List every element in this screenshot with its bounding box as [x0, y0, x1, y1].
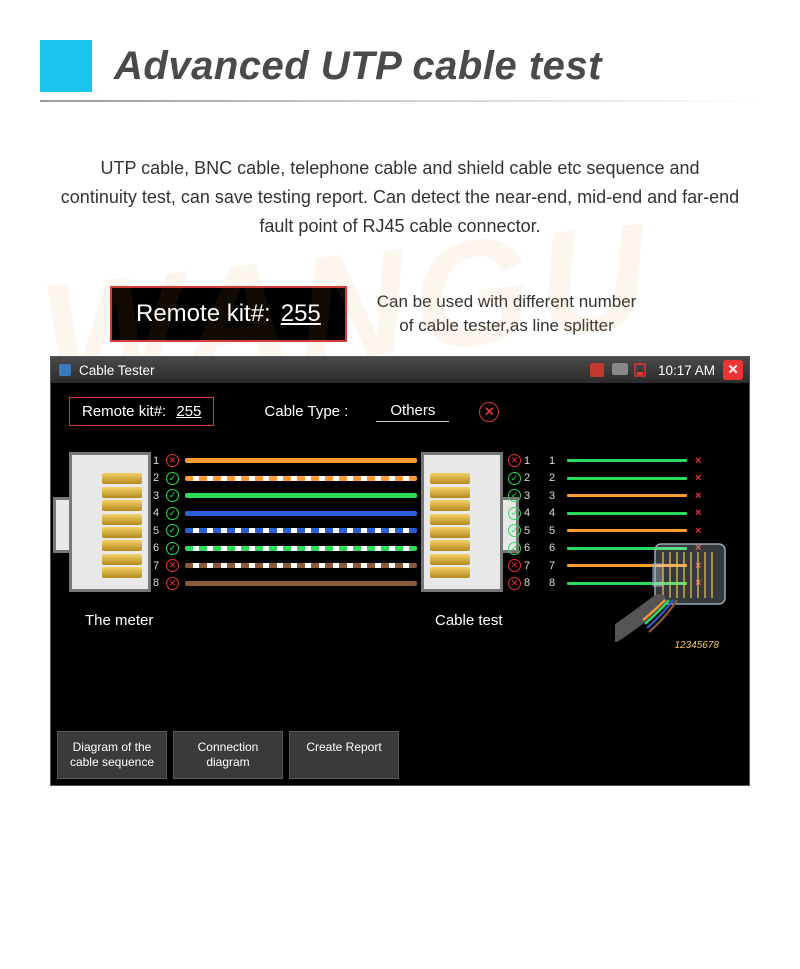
wire-segment [185, 575, 417, 592]
cable-test-label: Cable test [435, 612, 503, 629]
sd-card-icon [590, 363, 606, 377]
wire-row: 2 ✓ [153, 470, 183, 487]
wire-row: 3 ✓ [153, 487, 183, 504]
wire-row-right: ✕ 1 [505, 452, 545, 469]
network-icon [612, 363, 628, 377]
remote-kit-label: Remote kit#: [136, 300, 271, 328]
wire-row-right: ✓ 5 [505, 522, 545, 539]
remote-kit-field[interactable]: Remote kit#: 255 [69, 397, 214, 426]
remote-kit-callout-box: Remote kit#: 255 [110, 286, 347, 342]
wire-row: 4 ✓ [153, 505, 183, 522]
close-button[interactable]: ✕ [723, 360, 743, 380]
clear-cable-type-button[interactable]: ✕ [479, 402, 499, 422]
app-icon [57, 362, 73, 378]
wire-segment [185, 522, 417, 539]
connection-diagram-button[interactable]: Connection diagram [173, 731, 283, 779]
wire-row-right: ✓ 3 [505, 487, 545, 504]
device-screenshot: Cable Tester 10:17 AM ✕ Remote kit#: 255… [50, 356, 750, 786]
test-jack [421, 452, 503, 592]
wire-row-right: ✓ 4 [505, 505, 545, 522]
wiring-diagram: 1 ✕ 2 ✓ 3 ✓ 4 ✓ 5 ✓ 6 ✓ 7 ✕ 8 ✕ [51, 436, 749, 696]
window-title: Cable Tester [79, 363, 155, 378]
callout-description: Can be used with different number of cab… [377, 290, 637, 338]
page-title: Advanced UTP cable test [114, 44, 602, 89]
result-row: 4 × [549, 505, 701, 522]
diagram-sequence-button[interactable]: Diagram of the cable sequence [57, 731, 167, 779]
cable-type-label: Cable Type : [264, 403, 348, 420]
header-underline [40, 100, 760, 102]
result-row: 2 × [549, 470, 701, 487]
cable-type-select[interactable]: Others [376, 402, 449, 422]
wire-row: 8 ✕ [153, 575, 183, 592]
wire-row-right: ✕ 8 [505, 575, 545, 592]
wire-row: 5 ✓ [153, 522, 183, 539]
result-row: 3 × [549, 487, 701, 504]
wire-row-right: ✕ 7 [505, 557, 545, 574]
wire-segment [185, 470, 417, 487]
remote-kit-value: 255 [281, 300, 321, 328]
create-report-button[interactable]: Create Report [289, 731, 399, 779]
meter-label: The meter [85, 612, 153, 629]
window-titlebar: Cable Tester 10:17 AM ✕ [51, 357, 749, 383]
wire-row-right: ✓ 6 [505, 540, 545, 557]
wire-segment [185, 487, 417, 504]
wire-segment [185, 505, 417, 522]
wire-segment [185, 557, 417, 574]
wire-row: 1 ✕ [153, 452, 183, 469]
wire-row: 6 ✓ [153, 540, 183, 557]
description-text: UTP cable, BNC cable, telephone cable an… [60, 154, 740, 240]
rj45-connector-illustration [615, 534, 735, 642]
meter-jack [69, 452, 151, 592]
wire-row: 7 ✕ [153, 557, 183, 574]
wire-segment [185, 452, 417, 469]
wire-row-right: ✓ 2 [505, 470, 545, 487]
battery-icon [634, 363, 650, 377]
clock-label: 10:17 AM [658, 363, 715, 378]
header-accent-square [40, 40, 92, 92]
wire-segment [185, 540, 417, 557]
result-row: 1 × [549, 452, 701, 469]
